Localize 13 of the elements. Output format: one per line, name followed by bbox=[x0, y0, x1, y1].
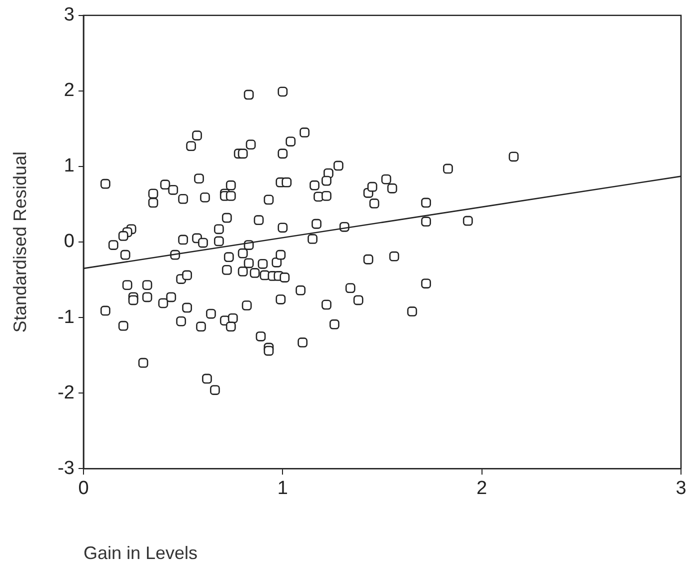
y-tick-label: 0 bbox=[64, 231, 74, 252]
y-axis-title: Standardised Residual bbox=[10, 151, 30, 333]
y-tick-label: 1 bbox=[64, 156, 74, 177]
y-tick-label: -3 bbox=[58, 458, 74, 479]
y-tick-label: -2 bbox=[58, 382, 74, 404]
x-tick-label: 1 bbox=[277, 478, 288, 500]
x-tick-label: 3 bbox=[676, 478, 686, 500]
y-tick-label: 3 bbox=[64, 4, 74, 26]
x-axis-title: Gain in Levels bbox=[83, 543, 198, 564]
y-tick-label: -1 bbox=[58, 306, 74, 328]
y-tick-label: 2 bbox=[64, 80, 74, 102]
x-tick-label: 2 bbox=[476, 478, 488, 500]
x-tick-label: 0 bbox=[78, 478, 89, 500]
